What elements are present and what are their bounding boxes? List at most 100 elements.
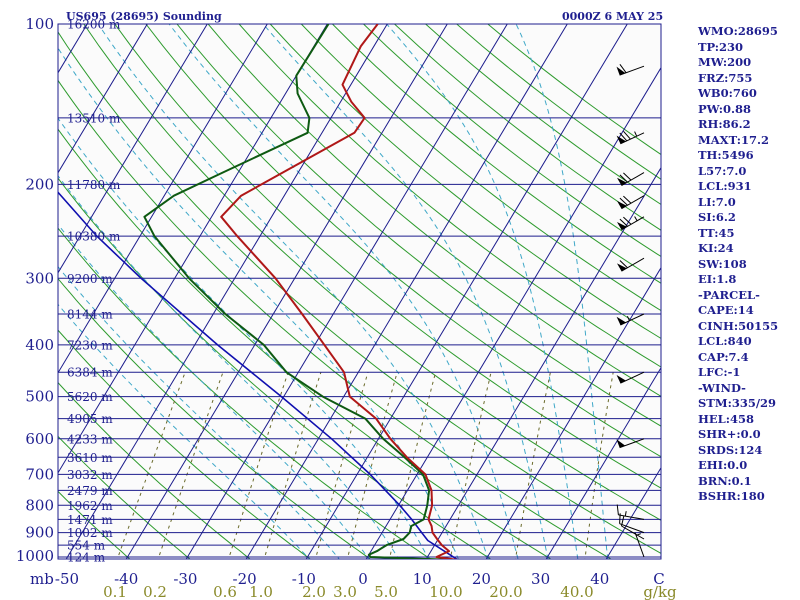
mixing-ratio-label: 0.1 <box>103 583 127 600</box>
pressure-tick-label: 200 <box>25 175 54 193</box>
sounding-index-item: TP:230 <box>698 39 744 54</box>
pressure-tick-label: 600 <box>25 430 54 448</box>
wind-barb <box>616 371 645 384</box>
sounding-index-item: MAXT:17.2 <box>698 132 769 147</box>
pressure-tick-label: 500 <box>25 388 54 406</box>
wind-barb-pennant <box>616 439 626 448</box>
wind-barb-flag <box>619 260 628 269</box>
sounding-index-item: PW:0.88 <box>698 101 752 116</box>
height-label: 3610 m <box>67 451 113 465</box>
temperature-tick-label: 40 <box>590 570 609 588</box>
moist-adiabat-line <box>58 117 430 559</box>
temperature-tick-label: -10 <box>292 570 316 588</box>
temperature-tick-label: 30 <box>531 570 550 588</box>
pressure-tick-label: 900 <box>25 524 54 542</box>
sounding-index-item: TH:5496 <box>698 148 754 162</box>
mixing-ratio-label: 0.6 <box>213 583 237 600</box>
wind-barb-pennant <box>616 66 626 76</box>
height-label: 13510 m <box>67 111 121 125</box>
height-label: 9200 m <box>67 272 113 286</box>
height-label: 16200 m <box>67 18 121 32</box>
sounding-index-item: KI:24 <box>698 241 734 255</box>
sounding-index-item: SHR+:0.0 <box>698 427 761 441</box>
temperature-tick-label: -50 <box>55 570 79 588</box>
mixing-ratio-label: 1.0 <box>249 583 273 600</box>
height-label: 1002 m <box>67 526 113 540</box>
sounding-index-item: -PARCEL- <box>698 287 760 302</box>
plot-area <box>58 24 661 559</box>
pressure-tick-label: 800 <box>25 496 54 514</box>
axis-labels: 16200 m 13510 m 11780 m 10380 m 9200 m 8144 m… <box>16 15 677 600</box>
height-label: 124 m <box>67 551 106 565</box>
wind-barb-flag <box>623 195 632 204</box>
temperature-tick-label: 0 <box>358 570 368 588</box>
wind-barb <box>617 172 645 187</box>
sounding-indices: WMO:28695 TP:230 MW:200 FRZ:755 WB0:760 PW:0.… <box>698 24 798 505</box>
dry-adiabat-line <box>58 435 191 559</box>
wind-barb <box>616 313 645 326</box>
wind-barb-flag <box>616 504 619 515</box>
mixing-ratio-label: g/kg <box>643 583 677 600</box>
wind-barb <box>617 195 645 210</box>
sounding-index-item: SW:108 <box>698 256 747 271</box>
moist-adiabat-line <box>262 24 549 559</box>
wind-barb-pennant <box>616 375 626 384</box>
wind-barb-staff <box>620 313 645 326</box>
station-title: US695 (28695) Sounding <box>66 10 222 23</box>
height-label: 3032 m <box>67 468 113 482</box>
height-label: 7230 m <box>67 338 113 352</box>
height-label: 4233 m <box>67 432 113 446</box>
isotherm-line <box>245 24 568 559</box>
wind-barb <box>616 64 645 76</box>
sounding-index-item: RH:86.2 <box>698 117 751 131</box>
dry-adiabat-line <box>58 490 131 559</box>
temperature-tick-label: -20 <box>233 570 257 588</box>
sounding-index-item: EI:1.8 <box>698 272 737 286</box>
height-label: 6384 m <box>67 366 113 380</box>
isotherm-line <box>125 24 448 559</box>
profiles <box>58 24 459 559</box>
sounding-index-item: CINH:50155 <box>698 318 779 333</box>
wind-barb-flag <box>619 197 628 206</box>
height-label: 8144 m <box>67 308 113 322</box>
wind-barb-staff <box>619 523 645 534</box>
sounding-index-item: L57:7.0 <box>698 163 747 178</box>
wind-barbs <box>616 64 645 558</box>
wind-barb-staff <box>620 132 645 145</box>
moist-adiabat-line <box>58 223 370 559</box>
mixing-ratio-label: 5.0 <box>374 583 398 600</box>
wind-barb-flag <box>623 172 632 181</box>
isotherm-line <box>58 24 208 274</box>
wind-barb-half-flag <box>634 131 638 137</box>
wind-barb-pennant <box>616 316 626 325</box>
isotherm-line <box>485 266 661 559</box>
pressure-tick-label: 1000 <box>16 547 54 565</box>
sounding-index-item: TT:45 <box>698 225 735 240</box>
mixing-ratio-label: 3.0 <box>333 583 357 600</box>
sounding-index-item: FRZ:755 <box>698 70 753 85</box>
height-label: 5620 m <box>67 390 113 404</box>
wind-barb <box>617 216 645 231</box>
wind-barb-pennant <box>617 222 627 230</box>
pressure-tick-label: 700 <box>25 465 54 483</box>
height-label: 4905 m <box>67 412 113 426</box>
sounding-index-item: WMO:28695 <box>698 24 778 38</box>
height-label: 554 m <box>67 539 106 553</box>
sounding-index-item: LCL:931 <box>698 179 752 193</box>
sounding-index-item: MW:200 <box>698 55 752 69</box>
temperature-tick-label: -30 <box>173 570 197 588</box>
wind-barb <box>616 130 645 145</box>
sounding-index-item: STM:335/29 <box>698 396 777 410</box>
wind-barb <box>617 257 645 272</box>
pressure-tick-label: 100 <box>25 15 54 33</box>
wind-barb-flag <box>619 174 628 183</box>
wind-barb-flag <box>623 216 632 225</box>
wind-barb-flag <box>619 218 628 227</box>
wind-barb-flag <box>623 130 631 140</box>
wind-barb-half-flag <box>624 511 627 517</box>
sounding-index-item: SRDS:124 <box>698 442 763 457</box>
mixing-ratio-label: 2.0 <box>302 583 326 600</box>
wind-barb-pennant <box>616 135 626 144</box>
wind-barb <box>616 504 645 520</box>
wind-barb-staff <box>621 525 645 540</box>
